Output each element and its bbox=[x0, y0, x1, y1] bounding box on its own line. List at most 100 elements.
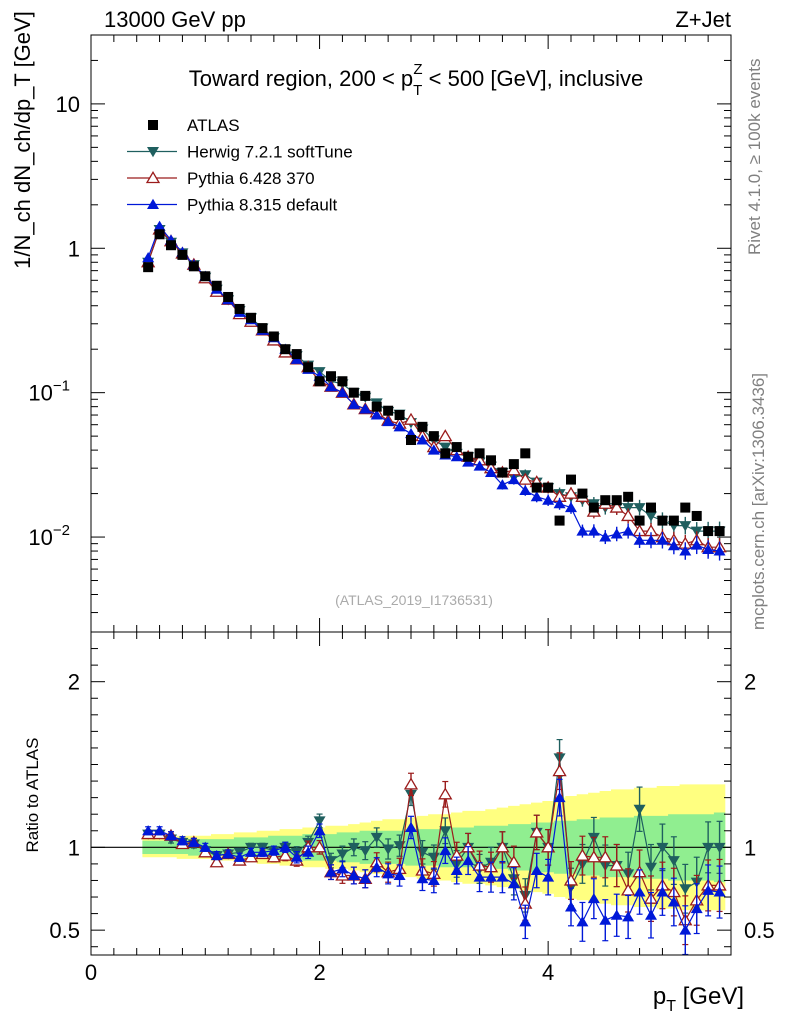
main-point-atlas bbox=[440, 448, 451, 459]
main-point-pythia-6-428-370 bbox=[518, 472, 533, 485]
ratio-point-herwig-7-2-1-softtune bbox=[679, 884, 692, 895]
main-point-pythia-8-315-default bbox=[336, 386, 349, 398]
ratio-point-pythia-8-315-default bbox=[565, 901, 577, 912]
ratio-point-pythia-6-428-370 bbox=[529, 825, 544, 838]
ratio-point-pythia-8-315-default bbox=[290, 851, 303, 862]
main-point-atlas bbox=[691, 510, 702, 521]
main-point-pythia-8-315-default bbox=[702, 543, 715, 554]
main-point-pythia-8-315-default bbox=[370, 409, 383, 420]
ratio-point-pythia-8-315-default bbox=[530, 864, 543, 876]
main-point-herwig-7-2-1-softtune bbox=[679, 521, 692, 532]
main-point-atlas bbox=[417, 421, 428, 432]
ratio-point-pythia-8-315-default bbox=[393, 869, 406, 880]
ratio-ytick-label-right: 2 bbox=[744, 670, 756, 695]
ratio-point-pythia-8-315-default bbox=[553, 791, 566, 803]
ratio-point-pythia-8-315-default bbox=[245, 846, 257, 857]
main-point-pythia-6-428-370 bbox=[563, 486, 579, 499]
main-point-pythia-8-315-default bbox=[576, 525, 589, 536]
main-point-pythia-8-315-default bbox=[496, 479, 509, 490]
ratio-point-pythia-6-428-370 bbox=[598, 850, 613, 863]
main-point-atlas bbox=[188, 261, 199, 272]
main-point-atlas bbox=[394, 410, 405, 421]
ratio-point-herwig-7-2-1-softtune bbox=[439, 826, 452, 837]
main-point-pythia-8-315-default bbox=[645, 534, 657, 545]
ratio-point-pythia-8-315-default bbox=[622, 911, 635, 922]
main-point-atlas bbox=[577, 488, 588, 499]
main-ytick-label: 10−1 bbox=[28, 378, 70, 406]
ratio-point-pythia-6-428-370 bbox=[495, 840, 510, 853]
main-point-atlas bbox=[657, 515, 668, 526]
ratio-ytick-label-left: 1 bbox=[68, 835, 80, 860]
ratio-point-pythia-8-315-default bbox=[702, 884, 715, 895]
main-point-pythia-8-315-default bbox=[153, 220, 166, 231]
main-point-pythia-8-315-default bbox=[450, 451, 463, 462]
ratio-point-pythia-8-315-default bbox=[302, 846, 315, 857]
ratio-ytick-label-left: 2 bbox=[68, 670, 80, 695]
ratio-point-pythia-6-428-370 bbox=[266, 850, 281, 863]
ratio-point-pythia-8-315-default bbox=[633, 886, 646, 897]
ratio-point-pythia-8-315-default bbox=[667, 896, 680, 907]
main-point-atlas bbox=[566, 474, 576, 485]
main-point-pythia-8-315-default bbox=[656, 534, 669, 545]
ratio-point-pythia-8-315-default bbox=[587, 892, 600, 904]
main-point-pythia-8-315-default bbox=[507, 473, 520, 485]
main-point-pythia-8-315-default bbox=[416, 434, 429, 445]
ratio-point-pythia-8-315-default bbox=[153, 825, 166, 836]
main-point-atlas bbox=[531, 482, 542, 493]
ratio-panel-frame bbox=[90, 631, 732, 956]
ratio-point-pythia-8-315-default bbox=[359, 873, 372, 884]
main-point-pythia-8-315-default bbox=[530, 491, 543, 502]
ratio-point-pythia-8-315-default bbox=[210, 849, 223, 861]
chart-title: Toward region, 200 < pTZ < 500 [GeV], in… bbox=[189, 61, 644, 99]
ratio-point-pythia-8-315-default bbox=[496, 871, 509, 882]
main-point-herwig-7-2-1-softtune bbox=[645, 511, 657, 522]
main-point-pythia-8-315-default bbox=[713, 545, 726, 556]
main-point-herwig-7-2-1-softtune bbox=[622, 503, 635, 514]
ratio-point-pythia-8-315-default bbox=[267, 844, 280, 856]
main-point-atlas bbox=[314, 376, 325, 387]
ratio-point-pythia-8-315-default bbox=[313, 825, 326, 836]
main-point-pythia-8-315-default bbox=[485, 466, 497, 477]
main-ytick-label: 10−2 bbox=[28, 522, 70, 550]
main-point-atlas bbox=[246, 312, 256, 323]
legend-marker-pythia-8-315-default bbox=[147, 198, 159, 209]
main-point-atlas bbox=[611, 495, 622, 506]
main-point-atlas bbox=[497, 467, 508, 478]
main-line-herwig-7-2-1-softtune bbox=[147, 228, 720, 532]
main-point-atlas bbox=[360, 390, 371, 401]
ratio-ylabel: Ratio to ATLAS bbox=[23, 738, 42, 853]
ratio-point-pythia-8-315-default bbox=[599, 914, 612, 925]
ratio-point-herwig-7-2-1-softtune bbox=[633, 804, 646, 815]
ratio-point-pythia-8-315-default bbox=[336, 863, 349, 874]
rivet-label: Rivet 4.1.0, ≥ 100k events bbox=[745, 59, 764, 255]
ratio-point-herwig-7-2-1-softtune bbox=[336, 849, 349, 860]
ratio-point-pythia-6-428-370 bbox=[403, 777, 419, 790]
ratio-point-pythia-8-315-default bbox=[713, 886, 726, 897]
main-point-pythia-8-315-default bbox=[667, 540, 680, 551]
main-point-pythia-8-315-default bbox=[393, 421, 406, 432]
ratio-point-pythia-8-315-default bbox=[222, 848, 235, 859]
ratio-point-pythia-6-428-370 bbox=[609, 858, 624, 871]
ratio-point-pythia-8-315-default bbox=[610, 909, 623, 920]
main-point-atlas bbox=[714, 526, 725, 537]
ratio-point-herwig-7-2-1-softtune bbox=[347, 842, 360, 854]
legend-label-pythia-6-428-370: Pythia 6.428 370 bbox=[187, 169, 315, 188]
main-point-atlas bbox=[600, 495, 611, 506]
mcplots-label: mcplots.cern.ch [arXiv:1306.3436] bbox=[749, 373, 768, 630]
legend-label-atlas: ATLAS bbox=[187, 116, 240, 135]
ratio-ytick-label-right: 1 bbox=[744, 835, 756, 860]
main-ytick-label: 10 bbox=[56, 92, 80, 117]
main-point-pythia-8-315-default bbox=[542, 494, 555, 505]
ratio-point-herwig-7-2-1-softtune bbox=[382, 844, 395, 855]
legend-label-pythia-8-315-default: Pythia 8.315 default bbox=[187, 196, 338, 215]
main-point-atlas bbox=[223, 291, 234, 302]
legend-marker-atlas bbox=[148, 120, 158, 130]
analysis-watermark: (ATLAS_2019_I1736531) bbox=[335, 592, 493, 608]
data-series bbox=[141, 220, 727, 956]
main-point-atlas bbox=[486, 455, 496, 466]
ratio-point-pythia-8-315-default bbox=[405, 821, 417, 832]
main-point-atlas bbox=[520, 448, 531, 459]
main-point-pythia-8-315-default bbox=[382, 415, 395, 427]
ratio-series-pythia-8-315-default bbox=[142, 778, 726, 956]
main-point-atlas bbox=[623, 491, 634, 502]
